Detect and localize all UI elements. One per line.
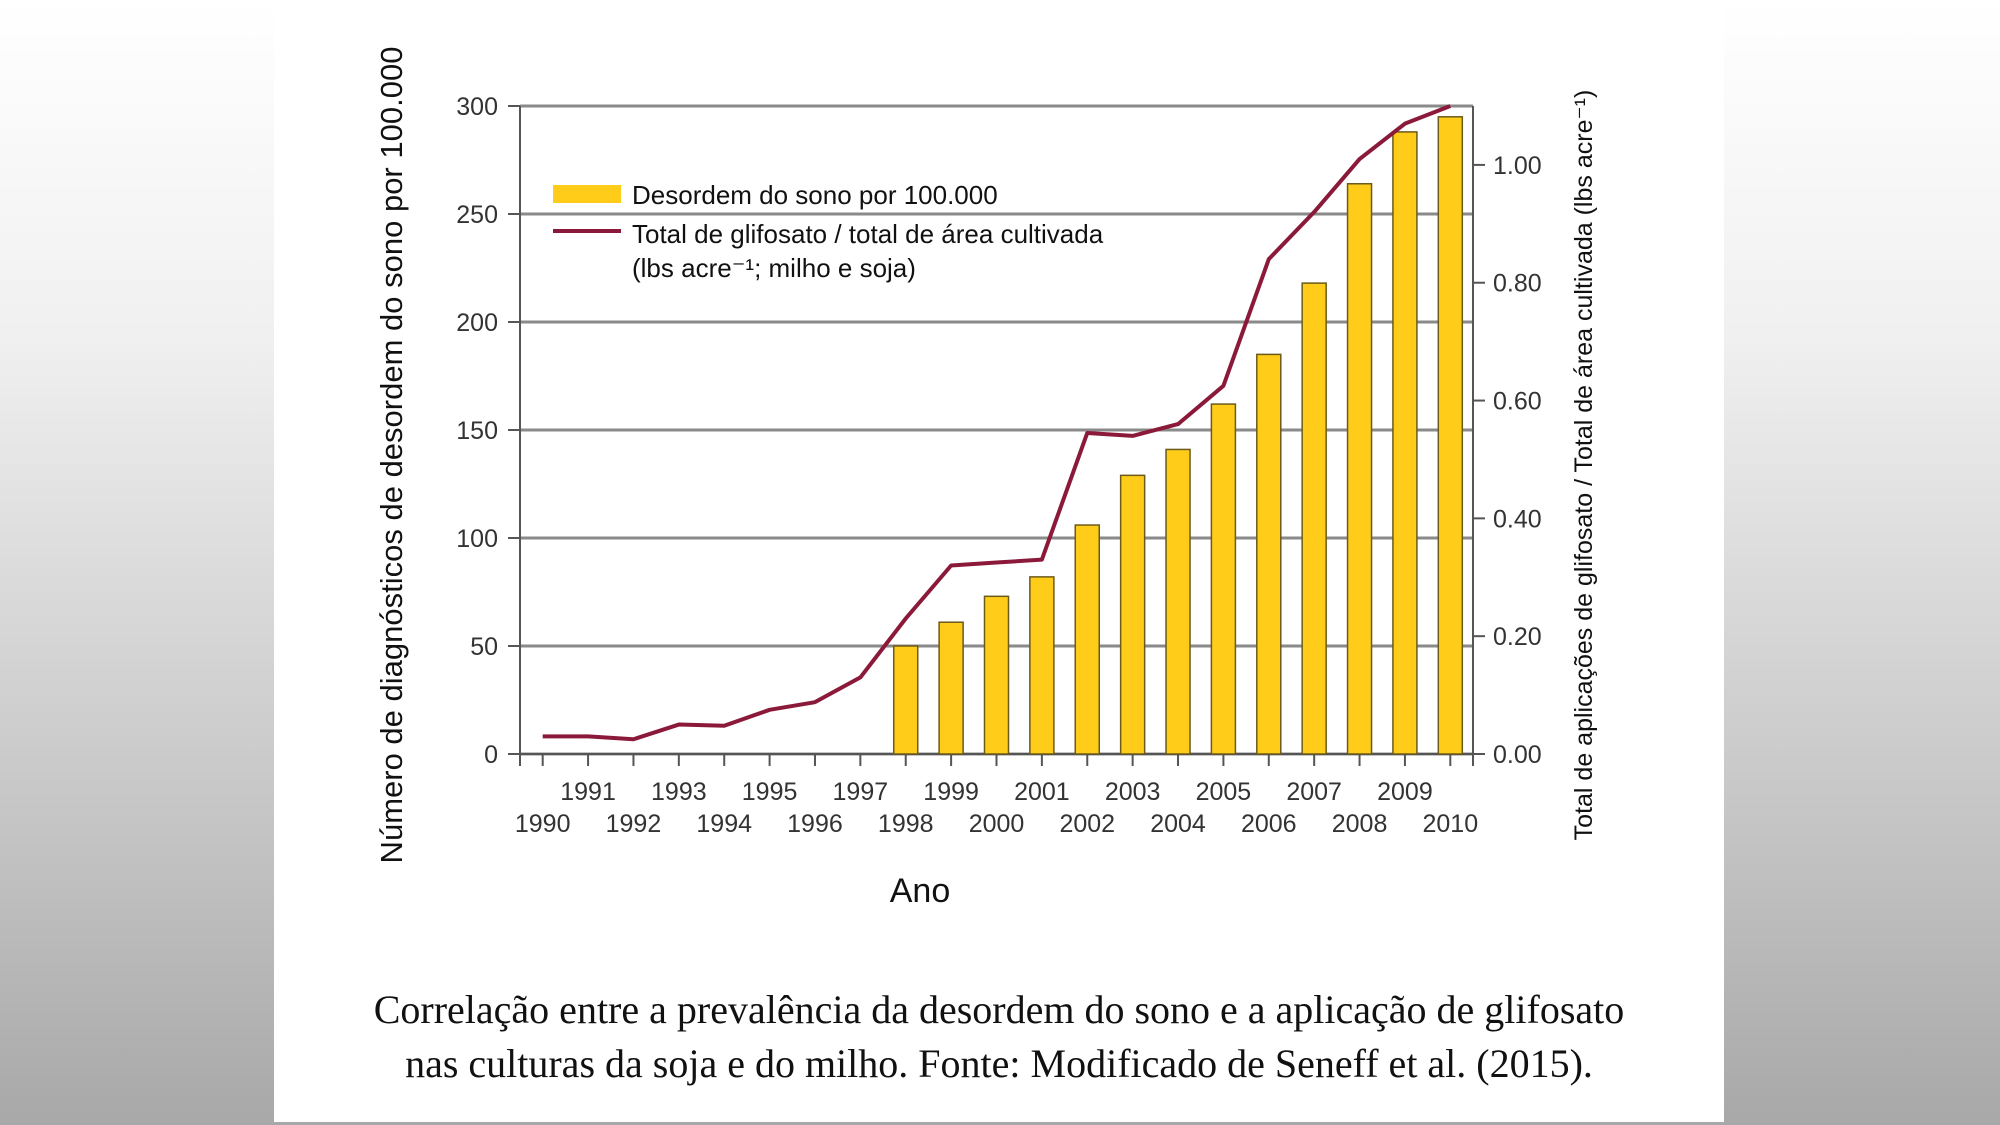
- x-tick-label: 2005: [1196, 778, 1252, 806]
- x-tick-label: 2003: [1105, 778, 1161, 806]
- bar: [1392, 131, 1418, 755]
- y2-tick-label: 0.00: [1493, 741, 1542, 769]
- y-axis-label: Número de diagnósticos de desordem do so…: [374, 47, 409, 864]
- y2-axis-label: Total de aplicações de glifosato / Total…: [1570, 90, 1598, 841]
- bar: [1437, 116, 1464, 755]
- bar: [1029, 576, 1055, 755]
- bar: [1119, 474, 1146, 755]
- bar: [892, 645, 919, 755]
- y2-tick-label: 0.80: [1493, 270, 1542, 298]
- y-tick-label: 0: [484, 741, 498, 769]
- line-series: [542, 104, 1452, 742]
- y-tick-label: 100: [456, 525, 498, 553]
- x-tick-label: 2000: [969, 810, 1025, 838]
- y-tick-label: 150: [456, 417, 498, 445]
- legend-label-line: Total de glifosato / total de área culti…: [632, 219, 1104, 249]
- x-tick-label: 1995: [742, 778, 798, 806]
- x-tick-label: 1993: [651, 778, 707, 806]
- x-tick-label: 1991: [560, 778, 616, 806]
- x-tick-label: 2002: [1059, 810, 1115, 838]
- x-tick-label: 1998: [878, 810, 934, 838]
- x-tick-label: 2007: [1286, 778, 1342, 806]
- y2-tick-label: 0.20: [1493, 623, 1542, 651]
- figure-caption: Correlação entre a prevalência da desord…: [274, 983, 1724, 1091]
- y-tick-label: 250: [456, 201, 498, 229]
- bar: [938, 621, 964, 755]
- bar: [1074, 524, 1101, 755]
- x-tick-label: 1994: [696, 810, 752, 838]
- y-tick-label: 300: [456, 93, 498, 121]
- x-tick-label: 2010: [1422, 810, 1478, 838]
- caption-line-2: nas culturas da soja e do milho. Fonte: …: [405, 1041, 1593, 1086]
- x-tick-label: 1999: [923, 778, 979, 806]
- caption-line-1: Correlação entre a prevalência da desord…: [373, 987, 1625, 1032]
- bar: [983, 595, 1010, 755]
- y-tick-label: 50: [470, 633, 498, 661]
- chart: 0 50 100 150 200 250 300 0.00 0.20 0.40 0.60 0.80 1.…: [374, 47, 1598, 910]
- x-tick-label: 2001: [1014, 778, 1070, 806]
- x-axis-label: Ano: [890, 872, 951, 910]
- y-tick-label: 200: [456, 309, 498, 337]
- x-tick-label: 2004: [1150, 810, 1206, 838]
- bar: [1210, 403, 1237, 755]
- bar: [1346, 183, 1373, 755]
- legend-swatch-bar: [553, 185, 621, 203]
- y2-tick-label: 0.60: [1493, 388, 1542, 416]
- x-tick-label: 2006: [1241, 810, 1297, 838]
- x-tick-label: 2009: [1377, 778, 1433, 806]
- x-tick-label: 1990: [515, 810, 571, 838]
- x-tick-label: 1997: [833, 778, 889, 806]
- y2-tick-label: 1.00: [1493, 152, 1542, 180]
- x-tick-label: 1992: [606, 810, 662, 838]
- legend-label-line-2: (lbs acre⁻¹; milho e soja): [632, 253, 916, 283]
- x-tick-label: 1996: [787, 810, 843, 838]
- y2-tick-label: 0.40: [1493, 505, 1542, 533]
- bar: [1301, 282, 1327, 755]
- bar: [1165, 448, 1191, 755]
- x-tick-label: 2008: [1332, 810, 1388, 838]
- legend-label-bar: Desordem do sono por 100.000: [632, 180, 998, 210]
- bar: [1256, 353, 1282, 755]
